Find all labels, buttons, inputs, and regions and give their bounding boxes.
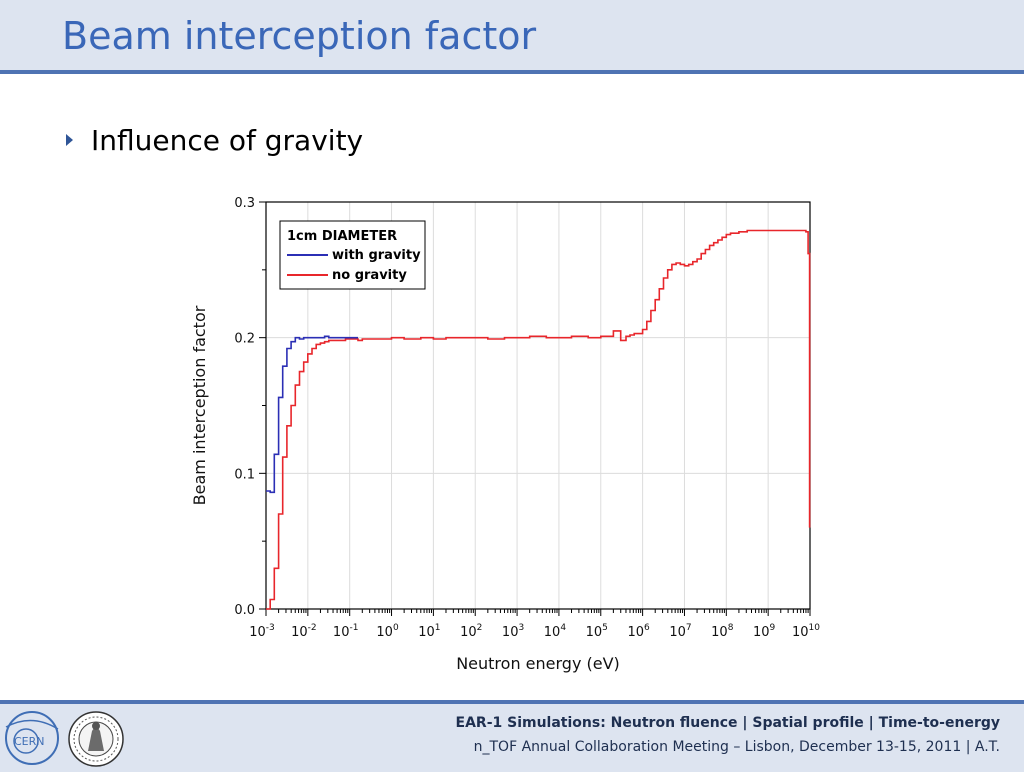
bullet-text: Influence of gravity — [91, 123, 364, 157]
x-tick-label: 105 — [586, 623, 608, 640]
y-tick-label: 0.2 — [234, 332, 255, 347]
x-tick-label: 1010 — [792, 623, 820, 640]
footer: CERN EAR-1 Simulations: Neutron fluence … — [0, 700, 1024, 772]
x-tick-label: 106 — [627, 623, 650, 640]
legend-label: with gravity — [332, 248, 421, 263]
cern-logo-label: CERN — [14, 735, 45, 748]
legend-label: no gravity — [332, 268, 407, 283]
university-seal-logo — [68, 711, 124, 767]
slide-title: Beam interception factor — [62, 14, 537, 58]
x-tick-label: 108 — [711, 623, 734, 640]
footer-project-line: EAR-1 Simulations: Neutron fluence | Spa… — [455, 715, 1000, 731]
x-tick-label: 103 — [502, 623, 524, 640]
x-tick-label: 109 — [753, 623, 776, 640]
y-tick-label: 0.3 — [234, 196, 255, 211]
title-bar: Beam interception factor — [0, 0, 1024, 74]
legend-title: 1cm DIAMETER — [287, 229, 397, 244]
x-tick-label: 107 — [669, 623, 691, 640]
x-tick-label: 104 — [544, 623, 567, 640]
y-tick-label: 0.1 — [234, 467, 255, 482]
series-line-with-gravity — [266, 335, 358, 494]
x-axis-title: Neutron energy (eV) — [456, 654, 620, 673]
x-tick-label: 10-1 — [333, 623, 359, 640]
y-axis-title: Beam interception factor — [190, 305, 209, 505]
x-tick-label: 10-3 — [249, 623, 275, 640]
bullet-arrow-icon — [66, 134, 73, 146]
beam-interception-chart: 10-3 10-2 10-1 100 101 102 103 104 105 106 107 108 1… — [190, 196, 820, 673]
bullet-item: Influence of gravity — [66, 120, 363, 160]
series-line-no-gravity — [266, 229, 811, 610]
x-tick-label: 101 — [418, 623, 440, 640]
x-tick-label: 100 — [376, 623, 399, 640]
footer-meeting-line: n_TOF Annual Collaboration Meeting – Lis… — [473, 739, 1000, 755]
x-tick-label: 10-2 — [291, 623, 317, 640]
y-tick-label: 0.0 — [234, 603, 255, 618]
x-tick-label: 102 — [460, 623, 482, 640]
cern-logo: CERN — [5, 711, 59, 765]
